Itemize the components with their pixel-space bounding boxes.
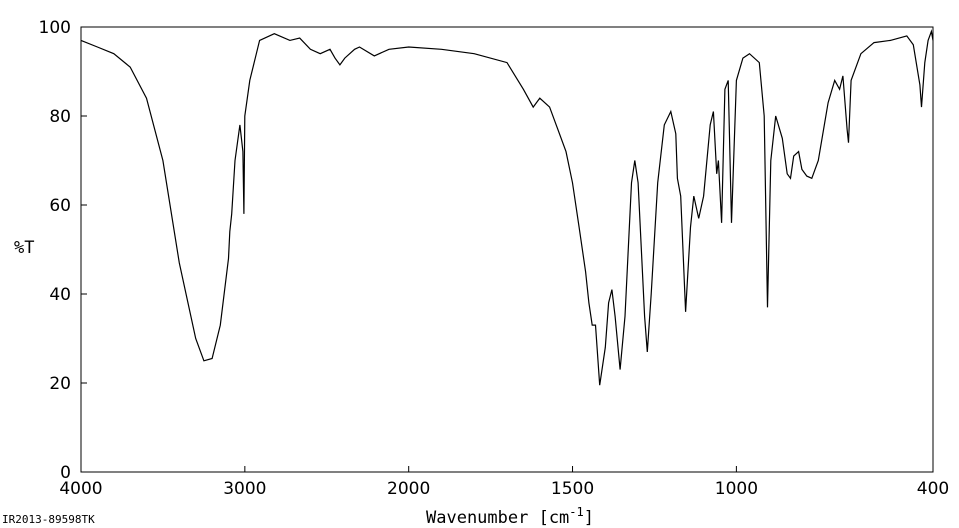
sample-id: IR2013-89598TK xyxy=(2,513,95,526)
x-tick-label: 1500 xyxy=(551,479,594,499)
plot-frame xyxy=(80,26,934,473)
y-tick-label: 100 xyxy=(39,18,71,38)
y-tick-label: 40 xyxy=(49,285,71,305)
y-tick-label: 60 xyxy=(49,196,71,216)
x-tick-label: 3000 xyxy=(223,479,266,499)
x-axis-label-main: Wavenumber [cm xyxy=(426,508,569,528)
x-axis-label: Wavenumber [cm-1] xyxy=(426,505,594,528)
spectrum-line xyxy=(80,29,934,386)
y-axis-label: %T xyxy=(14,238,34,258)
y-tick-label: 20 xyxy=(49,374,71,394)
x-axis-label-sup: -1 xyxy=(569,505,583,519)
y-tick-label: 80 xyxy=(49,107,71,127)
x-tick-label: 2000 xyxy=(387,479,430,499)
x-tick-label: 4000 xyxy=(59,479,102,499)
x-tick-label: 1000 xyxy=(715,479,758,499)
x-axis-label-end: ] xyxy=(584,508,594,528)
x-tick-label: 400 xyxy=(917,479,949,499)
y-tick-label: 0 xyxy=(60,463,71,483)
